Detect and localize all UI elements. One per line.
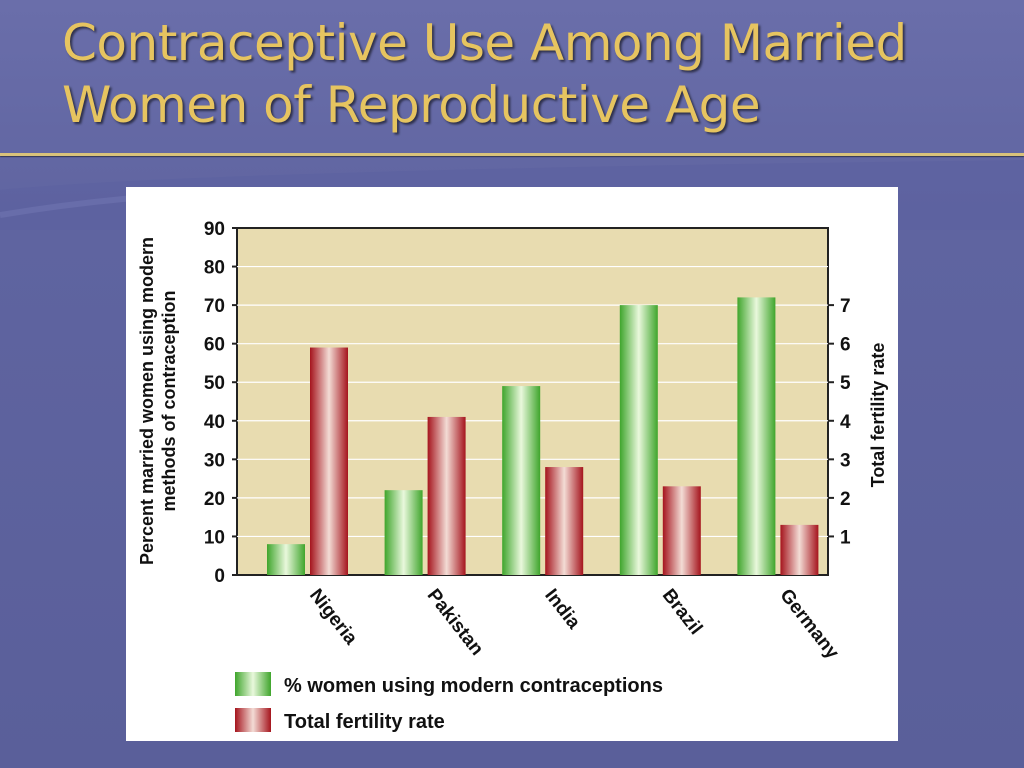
slide-title-line-1: Contraceptive Use Among Married bbox=[62, 14, 907, 72]
category-label: Brazil bbox=[658, 585, 706, 639]
slide-title: Contraceptive Use Among Married Women of… bbox=[62, 12, 1002, 136]
y2-tick-label: 1 bbox=[840, 527, 851, 548]
legend-swatch-contraception bbox=[235, 672, 271, 696]
y2-tick-label: 5 bbox=[840, 373, 851, 394]
y2-tick-label: 4 bbox=[840, 412, 851, 433]
y-tick-label: 60 bbox=[204, 335, 225, 356]
y-tick-label: 10 bbox=[204, 527, 225, 548]
y-axis-label-line: Percent married women using modern bbox=[137, 237, 157, 565]
category-label: India bbox=[540, 585, 584, 633]
y2-tick-label: 6 bbox=[840, 335, 851, 356]
slide-title-line-2: Women of Reproductive Age bbox=[62, 76, 761, 134]
bar-fertility-germany bbox=[780, 524, 819, 575]
y-tick-label: 50 bbox=[204, 373, 225, 394]
y2-tick-label: 3 bbox=[840, 450, 851, 471]
y2-tick-label: 7 bbox=[840, 296, 851, 317]
category-label: Pakistan bbox=[423, 585, 488, 660]
y-axis-label-line: methods of contraception bbox=[159, 290, 179, 511]
chart-figure: 0 10 20 30 40 50 60 70 80 90 1 2 3 4 5 6 7 Nigeria Pakis… bbox=[126, 187, 898, 741]
bar-contraception-germany bbox=[737, 297, 776, 575]
bar-chart: 0 10 20 30 40 50 60 70 80 90 1 2 3 4 5 6 7 Nigeria Pakis… bbox=[137, 219, 888, 733]
y-tick-label: 0 bbox=[214, 566, 225, 587]
y-tick-label: 70 bbox=[204, 296, 225, 317]
legend-label-contraception: % women using modern contraceptions bbox=[284, 675, 663, 697]
y-axis-label: Percent married women using modern method… bbox=[137, 237, 179, 565]
legend-label-fertility: Total fertility rate bbox=[284, 711, 445, 733]
y-tick-label: 20 bbox=[204, 489, 225, 510]
bar-contraception-nigeria bbox=[267, 544, 305, 575]
y2-tick-label: 2 bbox=[840, 489, 851, 510]
y2-axis-label: Total fertility rate bbox=[868, 343, 888, 488]
bar-contraception-india bbox=[502, 386, 541, 575]
y-tick-label: 40 bbox=[204, 412, 225, 433]
bar-fertility-brazil bbox=[662, 486, 701, 575]
bar-contraception-brazil bbox=[619, 305, 658, 575]
y-tick-label: 80 bbox=[204, 258, 225, 279]
bar-fertility-nigeria bbox=[310, 347, 348, 575]
category-label: Nigeria bbox=[305, 585, 361, 649]
legend-swatch-fertility bbox=[235, 708, 271, 732]
title-divider bbox=[0, 153, 1024, 156]
y-tick-label: 30 bbox=[204, 450, 225, 471]
bar-fertility-pakistan bbox=[427, 416, 466, 575]
bar-fertility-india bbox=[545, 467, 584, 575]
y-tick-label: 90 bbox=[204, 219, 225, 240]
category-label: Germany bbox=[775, 585, 843, 663]
bar-contraception-pakistan bbox=[384, 490, 423, 575]
